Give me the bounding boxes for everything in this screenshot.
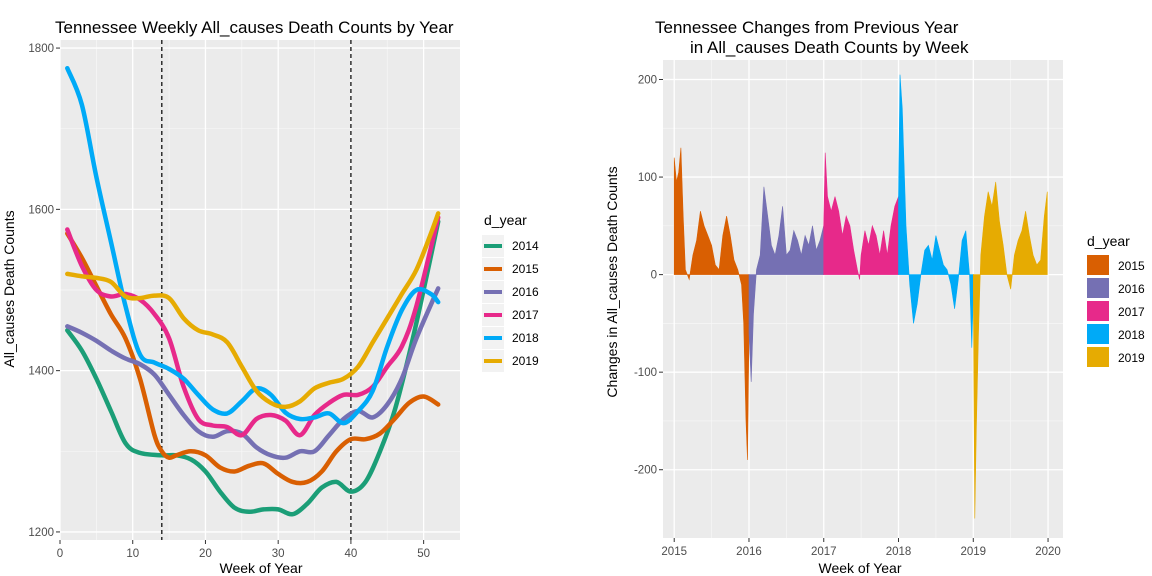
x-tick-label: 2020 (1035, 546, 1061, 558)
y-tick-label: 1600 (28, 204, 54, 216)
y-tick-label: 0 (651, 270, 657, 282)
legend-label-2018: 2018 (1118, 328, 1145, 342)
legend-key-2018 (1087, 324, 1109, 344)
series-area-2016 (748, 186, 824, 382)
legend-label-2015: 2015 (1118, 259, 1145, 273)
plot-area (663, 60, 1063, 538)
legend-key-2019 (1087, 347, 1109, 367)
y-axis-label: All_causes Death Counts (1, 210, 17, 367)
legend-label-2019: 2019 (512, 354, 539, 368)
series-line-2015 (65, 231, 441, 486)
x-axis-label: Week of Year (818, 560, 901, 576)
x-tick-label: 10 (126, 548, 139, 560)
weekly-death-counts-chart: Tennessee Weekly All_causes Death Counts… (1, 18, 539, 576)
legend-label-2014: 2014 (512, 239, 539, 253)
x-tick-label: 2015 (661, 546, 687, 558)
y-axis-label: Changes in All_causes Death Counts (604, 166, 620, 397)
series-line-2014 (65, 219, 441, 517)
legend-key-2017 (1087, 301, 1109, 321)
x-tick-label: 20 (199, 548, 212, 560)
x-tick-label: 2018 (886, 546, 912, 558)
legend-label-2016: 2016 (1118, 282, 1145, 296)
series-line-2016 (65, 286, 441, 461)
x-tick-label: 2017 (811, 546, 837, 558)
x-tick-label: 50 (417, 548, 430, 560)
series-line-2019 (65, 211, 441, 410)
yearly-change-chart: Tennessee Changes from Previous Year in … (604, 18, 1145, 576)
plot-panel (663, 60, 1063, 538)
x-tick-label: 2019 (960, 546, 986, 558)
series-area-2017 (823, 152, 899, 280)
chart-subtitle: in All_causes Death Counts by Week (690, 38, 969, 57)
legend: d_year 2015 2016 2017 2018 2019 (1087, 233, 1145, 367)
legend: d_year 2014 2015 2016 2017 2018 2019 (482, 212, 539, 372)
y-tick-label: 1800 (28, 43, 54, 55)
legend-label-2018: 2018 (512, 331, 539, 345)
y-tick-label: 1200 (28, 527, 54, 539)
legend-title: d_year (484, 212, 527, 228)
legend-label-2015: 2015 (512, 262, 539, 276)
chart-title: Tennessee Changes from Previous Year (655, 18, 959, 37)
y-tick-label: 1400 (28, 366, 54, 378)
legend-title: d_year (1087, 233, 1130, 249)
y-tick-label: -100 (634, 367, 657, 379)
plot-area (59, 40, 460, 540)
legend-label-2017: 2017 (512, 308, 539, 322)
legend-label-2019: 2019 (1118, 351, 1145, 365)
x-tick-label: 2016 (736, 546, 762, 558)
legend-label-2016: 2016 (512, 285, 539, 299)
x-tick-label: 0 (57, 548, 63, 560)
series-area-2015 (673, 147, 750, 461)
x-tick-label: 40 (345, 548, 358, 560)
legend-label-2017: 2017 (1118, 305, 1145, 319)
series-area-2019 (973, 181, 1048, 519)
x-tick-label: 30 (272, 548, 285, 560)
legend-key-2016 (1087, 278, 1109, 298)
y-tick-label: -200 (634, 465, 657, 477)
legend-key-2015 (1087, 255, 1109, 275)
y-tick-label: 200 (638, 75, 657, 87)
x-axis-label: Week of Year (219, 560, 302, 576)
series-area-2018 (898, 74, 974, 348)
chart-title: Tennessee Weekly All_causes Death Counts… (55, 18, 454, 37)
y-tick-label: 100 (638, 172, 657, 184)
